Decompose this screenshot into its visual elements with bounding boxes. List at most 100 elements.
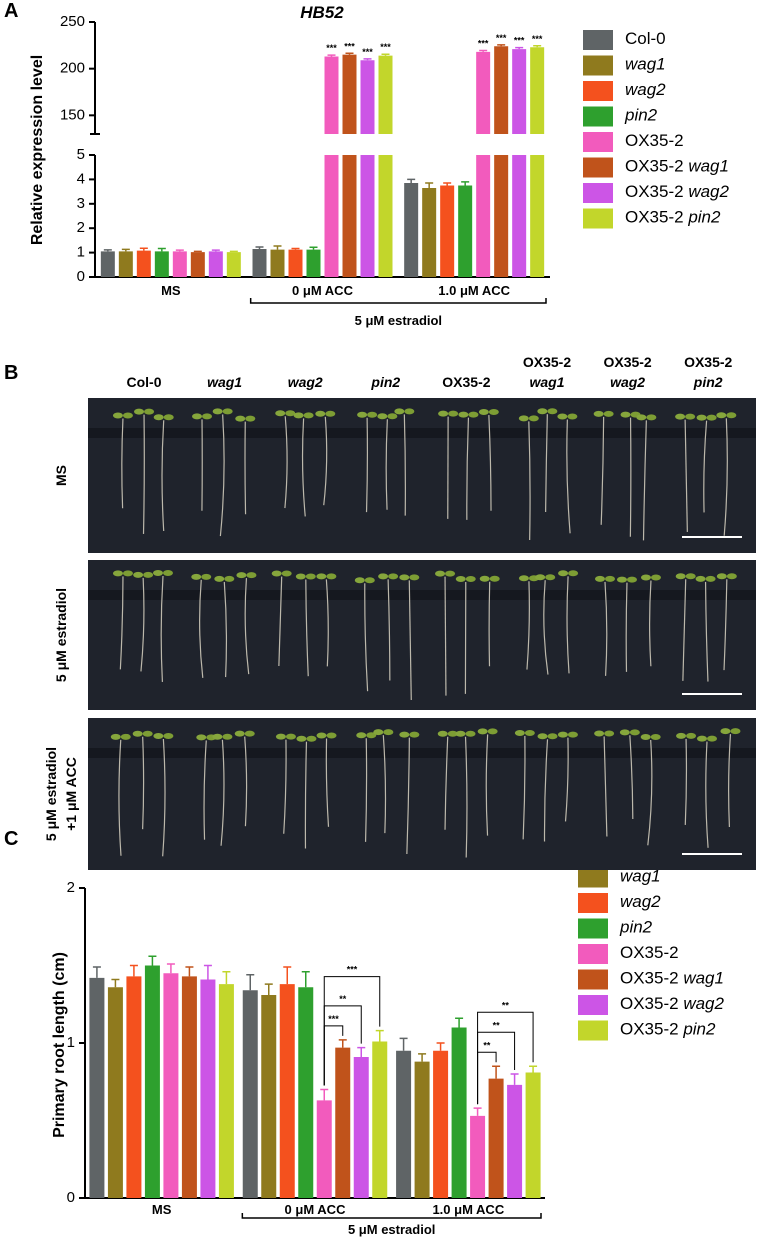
x-tick-label: 0 μM ACC (292, 283, 354, 298)
bar (470, 1115, 486, 1198)
error-bar (157, 247, 166, 252)
seedling-root (704, 581, 709, 682)
legend-label: OX35-2 pin2 (625, 208, 721, 227)
seedling-root (705, 741, 709, 848)
bar (252, 248, 267, 277)
bar (181, 976, 197, 1198)
seedling-leaf (650, 574, 661, 581)
error-bar (92, 966, 101, 978)
seedling-leaf (152, 570, 163, 577)
bar (270, 249, 285, 277)
bar (100, 251, 115, 277)
seedling-leaf (568, 570, 579, 577)
y-tick-label: 1 (77, 244, 85, 261)
column-label: OX35-2 (684, 354, 732, 370)
seedling-root (648, 580, 652, 667)
seedling-leaf (354, 577, 365, 584)
error-bar (436, 1042, 445, 1051)
bar (316, 1100, 332, 1198)
significance-stars: *** (380, 43, 391, 53)
seedling-leaf (594, 575, 605, 582)
seedling-root (522, 735, 526, 840)
seedling-root (566, 419, 571, 534)
error-bar (121, 248, 130, 252)
seedling-root (387, 579, 391, 681)
bar (530, 47, 545, 278)
seedling-leaf (325, 410, 336, 417)
bar (298, 987, 314, 1198)
seedling-root (723, 418, 728, 536)
seedling-leaf (212, 408, 223, 415)
seedling-leaf (524, 729, 535, 736)
seedling-leaf (603, 410, 614, 417)
seedling-leaf (409, 574, 420, 581)
seedling-root (488, 415, 492, 511)
seedling-leaf (695, 575, 706, 582)
seedling-leaf (593, 410, 604, 417)
error-bar (283, 966, 292, 985)
seedling-leaf (626, 576, 637, 583)
seedling-leaf (567, 731, 578, 738)
seedling-leaf (224, 575, 235, 582)
seedling-root (703, 420, 708, 513)
seedling-leaf (326, 573, 337, 580)
seedling-leaf (445, 570, 456, 577)
error-bar (193, 250, 202, 253)
panel-label: A (4, 0, 18, 22)
error-bar (399, 1037, 408, 1051)
seedling-leaf (455, 730, 466, 737)
error-bar (264, 983, 273, 995)
seedling-leaf (120, 733, 131, 740)
y-tick-label: 0 (77, 268, 85, 285)
bar (422, 187, 437, 277)
error-bar (148, 955, 157, 966)
seedling-leaf (518, 415, 529, 422)
seedling-leaf (514, 729, 525, 736)
seedling-leaf (315, 410, 326, 417)
seedling-leaf (437, 730, 448, 737)
seedling-leaf (202, 413, 213, 420)
seedling-leaf (404, 408, 415, 415)
significance-label: *** (328, 1014, 339, 1024)
seedling-leaf (303, 412, 314, 419)
group-label: 5 μM estradiol (355, 313, 442, 328)
legend-swatch (578, 867, 608, 888)
seedling-leaf (705, 575, 716, 582)
column-label: OX35-2 (442, 374, 490, 390)
legend-swatch (583, 30, 613, 50)
significance-label: ** (339, 994, 347, 1004)
seedling-leaf (399, 731, 410, 738)
error-bar (497, 44, 506, 47)
seedling-leaf (356, 732, 367, 739)
legend-swatch (578, 1020, 608, 1041)
seedling-leaf (222, 733, 233, 740)
y-tick-label: 200 (60, 60, 85, 77)
seedling-root (140, 577, 145, 672)
error-bar (203, 964, 212, 980)
x-tick-label: 1.0 μM ACC (432, 1202, 504, 1217)
seedling-leaf (685, 573, 696, 580)
seedling-leaf (153, 733, 164, 740)
bar (512, 49, 527, 277)
error-bar (327, 54, 336, 57)
seedling-leaf (716, 412, 727, 419)
seedling-leaf (726, 412, 737, 419)
seedling-leaf (696, 414, 707, 421)
error-bar (363, 58, 372, 61)
error-bar (111, 978, 120, 988)
significance-label: ** (502, 1001, 510, 1011)
legend-label: OX35-2 wag2 (620, 994, 724, 1013)
y-tick-label: 150 (60, 106, 85, 123)
legend-label: wag2 (620, 892, 661, 911)
photo-shading (88, 590, 756, 600)
error-bar (320, 1088, 329, 1101)
seedling-leaf (616, 576, 627, 583)
seedling-leaf (357, 411, 368, 418)
column-label: Col-0 (127, 374, 162, 390)
seedling-leaf (479, 575, 490, 582)
seedling-leaf (399, 574, 410, 581)
column-label: pin2 (370, 374, 400, 390)
error-bar (375, 1029, 384, 1042)
y-tick-label: 2 (67, 879, 75, 896)
seedling-leaf (293, 412, 304, 419)
